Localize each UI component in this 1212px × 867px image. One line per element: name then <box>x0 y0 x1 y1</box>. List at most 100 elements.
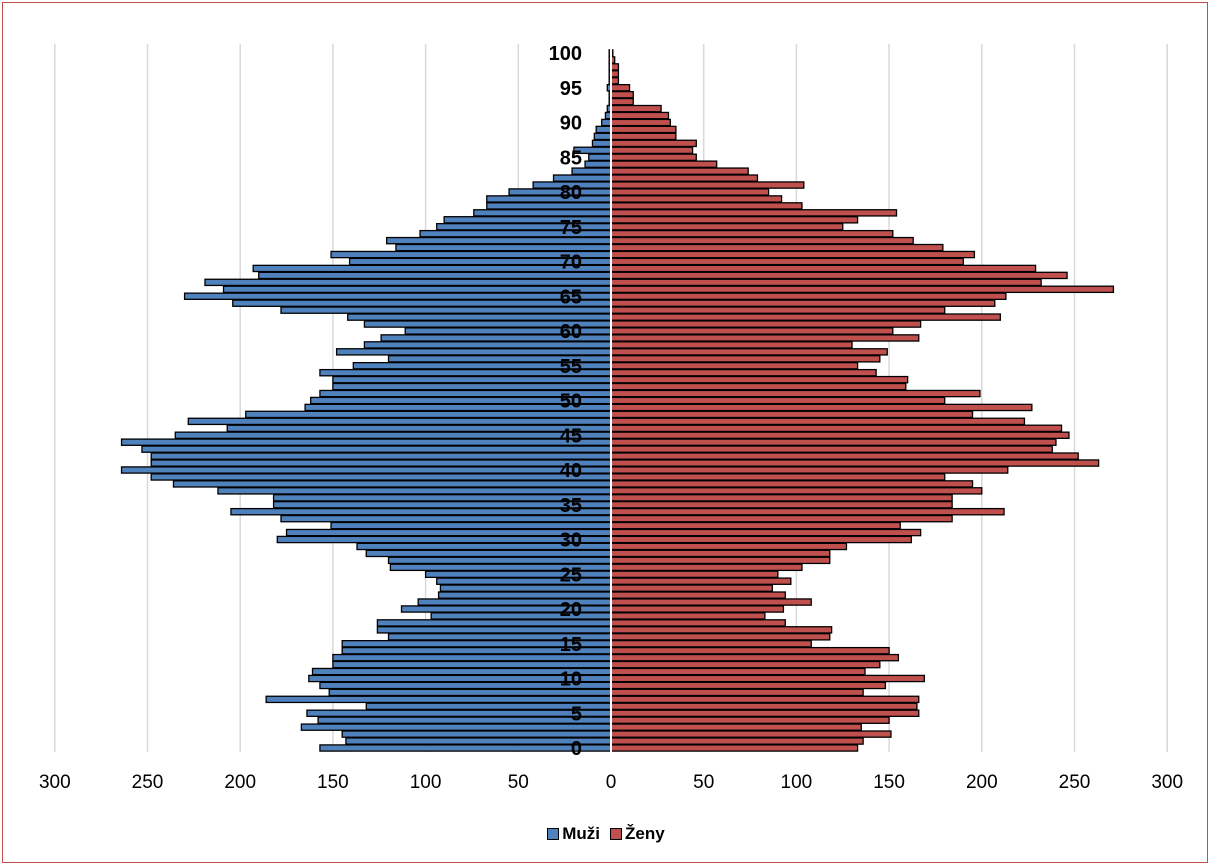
bar-female <box>610 348 888 356</box>
bar-female <box>610 257 964 266</box>
bar-female <box>610 341 853 349</box>
bar-male <box>150 459 612 467</box>
bar-male <box>424 570 612 579</box>
bar-female <box>610 612 766 620</box>
x-tick-label: 200 <box>224 772 256 793</box>
bar-female <box>610 104 662 113</box>
bar-male <box>335 348 612 356</box>
x-tick-label: 150 <box>317 772 349 793</box>
bar-male <box>395 243 612 252</box>
bar-female <box>610 653 900 662</box>
bar-female <box>610 63 620 71</box>
bar-female <box>610 195 783 203</box>
bar-male <box>222 285 612 294</box>
x-tick-label: 100 <box>781 772 813 793</box>
x-tick-label: 250 <box>1059 772 1091 793</box>
bar-female <box>610 431 1070 439</box>
bar-male <box>552 174 612 182</box>
bar-female <box>610 243 944 252</box>
bar-female <box>610 181 805 189</box>
bar-male <box>332 660 612 669</box>
female-bars <box>610 49 1115 752</box>
bar-male <box>591 139 612 148</box>
age-tick-label: 55 <box>560 356 582 378</box>
bar-female <box>610 70 620 78</box>
age-tick-label: 15 <box>560 634 582 656</box>
bar-male <box>306 709 612 718</box>
age-tick-label: 85 <box>560 147 582 169</box>
bar-female <box>610 674 925 683</box>
age-tick-label: 80 <box>560 182 582 204</box>
bar-male <box>436 577 612 585</box>
bar-male <box>419 229 612 238</box>
bar-female <box>610 236 914 245</box>
x-tick-label: 300 <box>1151 772 1183 793</box>
bar-female <box>610 737 864 745</box>
bar-male <box>330 521 612 530</box>
bar-male <box>245 410 612 419</box>
bar-male <box>317 716 612 724</box>
bar-male <box>120 438 612 446</box>
legend: Muži Ženy <box>0 824 1212 844</box>
bar-male <box>443 216 612 224</box>
x-axis-tick-labels: 300 250 200 150 100 50 0 50 100 150 200 250 300 <box>39 772 1183 793</box>
bar-female <box>610 216 859 224</box>
bar-female <box>610 125 677 134</box>
age-tick-label: 35 <box>560 495 582 517</box>
bar-female <box>610 473 946 481</box>
bar-female <box>610 570 779 579</box>
bar-female <box>610 452 1079 460</box>
bar-male <box>332 382 612 391</box>
bar-female <box>610 209 898 217</box>
bar-male <box>204 278 612 287</box>
bar-male <box>486 195 612 203</box>
bar-male <box>437 591 612 599</box>
bar-female <box>610 389 981 398</box>
bar-female <box>610 605 785 613</box>
bar-female <box>610 361 859 370</box>
bar-male <box>319 744 612 752</box>
bar-male <box>265 695 612 704</box>
bar-female <box>610 633 831 641</box>
bar-female <box>610 514 953 523</box>
bar-male <box>172 480 612 488</box>
age-tick-label: 40 <box>560 460 582 482</box>
x-tick-label: 100 <box>410 772 442 793</box>
bar-female <box>610 118 671 127</box>
bar-female <box>610 334 920 342</box>
bar-female <box>610 556 831 565</box>
bar-female <box>610 271 1068 280</box>
age-tick-labels: 0 5 10 15 20 25 30 35 40 45 50 55 60 65 70 75 80 85 90 95 10… <box>549 43 582 760</box>
bar-female <box>610 410 974 419</box>
bar-female <box>610 403 1033 412</box>
bar-female <box>610 292 1007 300</box>
bar-male <box>341 730 612 738</box>
bar-female <box>610 688 864 697</box>
bar-female <box>610 660 881 669</box>
bar-female <box>610 368 877 377</box>
bar-male <box>436 222 612 231</box>
bar-female <box>610 563 803 572</box>
age-tick-label: 70 <box>560 252 582 274</box>
bar-male <box>439 584 612 592</box>
male-bars <box>120 49 612 752</box>
age-tick-label: 75 <box>560 217 582 239</box>
bar-male <box>387 556 612 565</box>
x-tick-label: 50 <box>508 772 529 793</box>
bar-female <box>610 299 996 307</box>
bar-male <box>584 160 612 168</box>
bar-female <box>610 222 844 231</box>
bar-female <box>610 716 890 724</box>
legend-label-male: Muži <box>562 824 601 843</box>
bar-male <box>300 723 612 731</box>
bar-female <box>610 528 922 537</box>
bar-female <box>610 327 894 335</box>
bar-female <box>610 521 901 530</box>
bar-male <box>187 417 612 426</box>
bar-female <box>610 487 983 495</box>
bar-female <box>610 681 887 690</box>
legend-item-male: Muži <box>547 824 600 844</box>
bar-male <box>473 209 612 217</box>
bar-male <box>141 445 612 453</box>
age-tick-label: 30 <box>560 530 582 552</box>
